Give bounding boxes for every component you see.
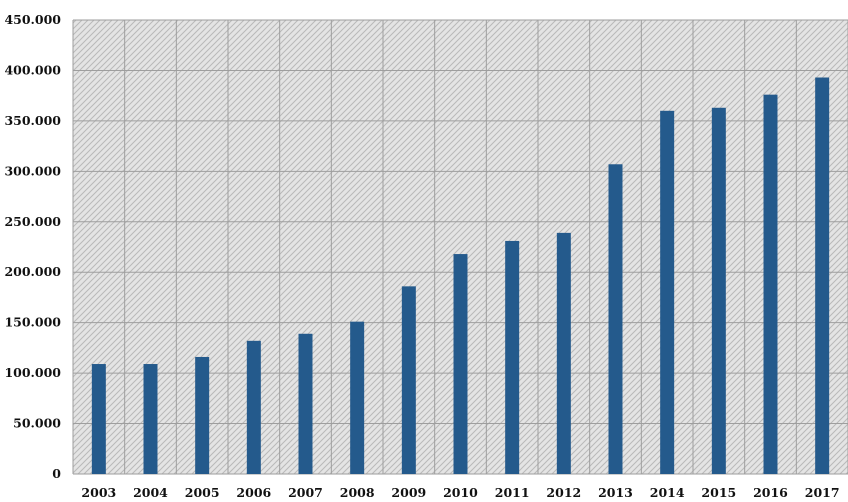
x-tick-label: 2014 xyxy=(650,485,685,500)
x-tick-label: 2012 xyxy=(546,485,581,500)
bar-2010 xyxy=(453,254,468,474)
bar-2009 xyxy=(401,286,416,474)
y-tick-label: 450.000 xyxy=(4,12,61,27)
bar-2007 xyxy=(298,333,313,474)
x-axis-tick-labels: 2003 2004 2005 2006 2007 2008 2009 2010 2011 2012… xyxy=(81,485,839,500)
y-axis-tick-labels: 0 50.000 100.000 150.000 200.000 250.000 300.0… xyxy=(4,12,61,481)
x-tick-label: 2013 xyxy=(598,485,633,500)
x-tick-label: 2004 xyxy=(133,485,168,500)
x-tick-label: 2007 xyxy=(288,485,323,500)
y-tick-label: 100.000 xyxy=(4,365,61,380)
bar-2014 xyxy=(660,110,675,475)
x-tick-label: 2008 xyxy=(340,485,375,500)
bar-2011 xyxy=(505,240,520,474)
bar-2008 xyxy=(350,321,365,474)
bar-2013 xyxy=(608,164,623,474)
y-tick-label: 400.000 xyxy=(4,62,61,77)
y-tick-label: 200.000 xyxy=(4,264,61,279)
bars xyxy=(91,77,830,475)
bar-2003 xyxy=(91,364,106,474)
bar-2004 xyxy=(143,364,158,474)
bar-2005 xyxy=(195,356,210,474)
bar-2012 xyxy=(556,232,571,474)
x-tick-label: 2006 xyxy=(236,485,271,500)
x-tick-label: 2015 xyxy=(701,485,736,500)
bar-2015 xyxy=(711,107,726,475)
x-tick-label: 2017 xyxy=(805,485,840,500)
y-tick-label: 150.000 xyxy=(4,315,61,330)
bar-2017 xyxy=(815,77,830,475)
y-tick-label: 300.000 xyxy=(4,163,61,178)
x-tick-label: 2005 xyxy=(185,485,220,500)
y-tick-label: 0 xyxy=(52,466,61,481)
y-tick-label: 50.000 xyxy=(13,416,61,431)
bar-2016 xyxy=(763,94,778,474)
y-tick-label: 350.000 xyxy=(4,113,61,128)
x-tick-label: 2016 xyxy=(753,485,788,500)
bar-2006 xyxy=(246,340,261,474)
x-tick-label: 2009 xyxy=(391,485,426,500)
y-tick-label: 250.000 xyxy=(4,214,61,229)
x-tick-label: 2003 xyxy=(81,485,116,500)
x-tick-label: 2010 xyxy=(443,485,478,500)
x-tick-label: 2011 xyxy=(495,485,530,500)
